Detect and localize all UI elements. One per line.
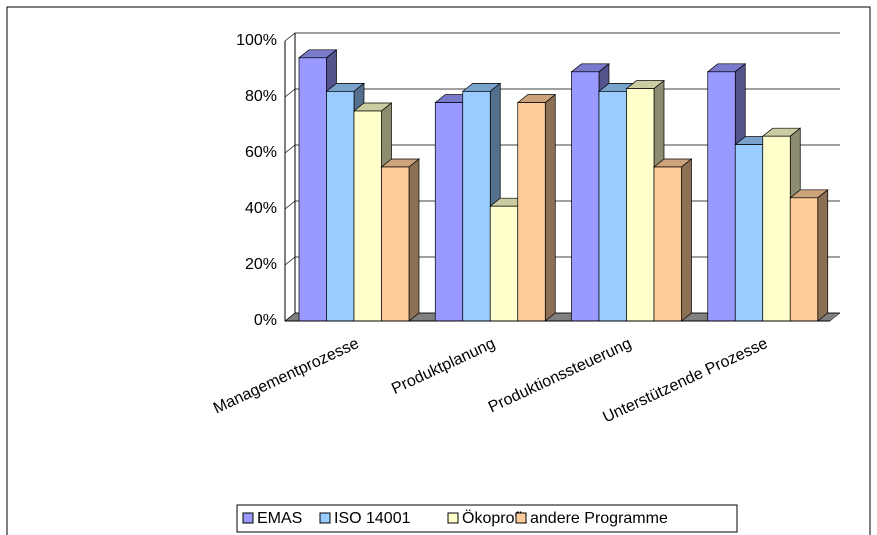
legend-label: EMAS	[257, 510, 302, 527]
bar	[762, 135, 791, 322]
bar	[326, 91, 355, 322]
grid-line-side	[284, 256, 296, 266]
bar-side	[681, 158, 692, 322]
x-tick-label: Managementprozesse	[211, 335, 362, 417]
bar	[571, 71, 600, 322]
grid-line-side	[284, 32, 296, 42]
chart-frame	[6, 6, 871, 535]
grid-line-side	[284, 88, 296, 98]
y-tick-label: 60%	[245, 144, 277, 161]
bar	[734, 144, 764, 322]
legend-swatch	[447, 512, 459, 524]
y-tick-label: 0%	[254, 312, 277, 329]
bar	[381, 166, 410, 322]
bar	[707, 71, 736, 322]
x-tick-label: Produktplanung	[389, 335, 498, 398]
y-tick-label: 80%	[245, 88, 277, 105]
bar	[298, 57, 327, 322]
y-tick-label: 40%	[245, 200, 277, 217]
x-tick-label: Produktionssteuerung	[486, 335, 634, 416]
bar-side	[408, 158, 420, 322]
bar	[626, 88, 655, 322]
grid-line-side	[284, 144, 296, 154]
bar-side	[544, 93, 556, 322]
y-tick-label: 20%	[245, 256, 277, 273]
bar	[517, 102, 546, 322]
bar	[489, 205, 519, 322]
bar-side	[817, 189, 829, 322]
bar	[434, 102, 464, 322]
legend-label: andere Programme	[530, 510, 668, 527]
y-tick-label: 100%	[236, 32, 277, 49]
grid-line-side	[284, 312, 296, 322]
bar	[353, 110, 382, 322]
bar	[598, 91, 627, 322]
bar	[789, 197, 819, 322]
grid-line-side	[284, 200, 296, 210]
bar	[653, 166, 682, 322]
bar	[462, 91, 491, 322]
legend-label: ISO 14001	[334, 510, 411, 527]
legend-label: Ökoprofit	[462, 509, 527, 527]
legend-swatch	[515, 512, 527, 524]
legend-swatch	[242, 512, 254, 524]
legend-swatch	[319, 512, 331, 524]
